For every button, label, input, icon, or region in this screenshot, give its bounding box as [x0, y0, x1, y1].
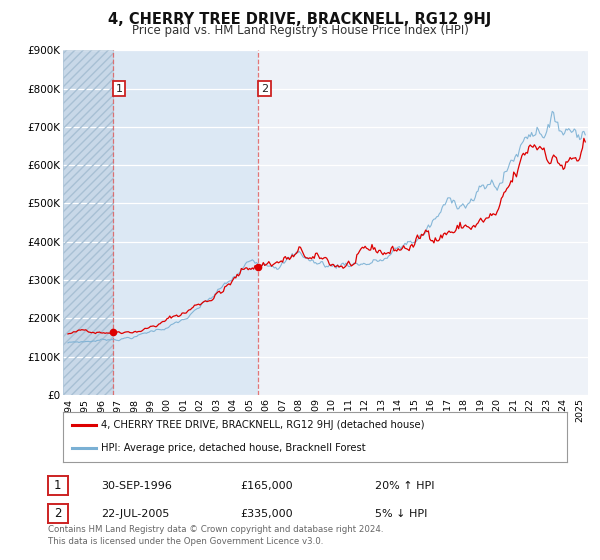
- Text: 2: 2: [54, 507, 62, 520]
- Text: HPI: Average price, detached house, Bracknell Forest: HPI: Average price, detached house, Brac…: [101, 444, 365, 454]
- Text: £165,000: £165,000: [240, 480, 293, 491]
- Text: 4, CHERRY TREE DRIVE, BRACKNELL, RG12 9HJ: 4, CHERRY TREE DRIVE, BRACKNELL, RG12 9H…: [109, 12, 491, 27]
- Text: 20% ↑ HPI: 20% ↑ HPI: [375, 480, 434, 491]
- Text: Contains HM Land Registry data © Crown copyright and database right 2024.
This d: Contains HM Land Registry data © Crown c…: [48, 525, 383, 546]
- Text: £335,000: £335,000: [240, 508, 293, 519]
- Text: 1: 1: [54, 479, 62, 492]
- Text: 2: 2: [260, 83, 268, 94]
- Text: 4, CHERRY TREE DRIVE, BRACKNELL, RG12 9HJ (detached house): 4, CHERRY TREE DRIVE, BRACKNELL, RG12 9H…: [101, 420, 424, 430]
- Text: 30-SEP-1996: 30-SEP-1996: [101, 480, 172, 491]
- Text: 1: 1: [116, 83, 122, 94]
- Bar: [63, 50, 113, 395]
- Text: Price paid vs. HM Land Registry's House Price Index (HPI): Price paid vs. HM Land Registry's House …: [131, 24, 469, 37]
- Text: 5% ↓ HPI: 5% ↓ HPI: [375, 508, 427, 519]
- Text: 22-JUL-2005: 22-JUL-2005: [101, 508, 169, 519]
- Bar: [63, 50, 113, 395]
- Bar: [113, 50, 259, 395]
